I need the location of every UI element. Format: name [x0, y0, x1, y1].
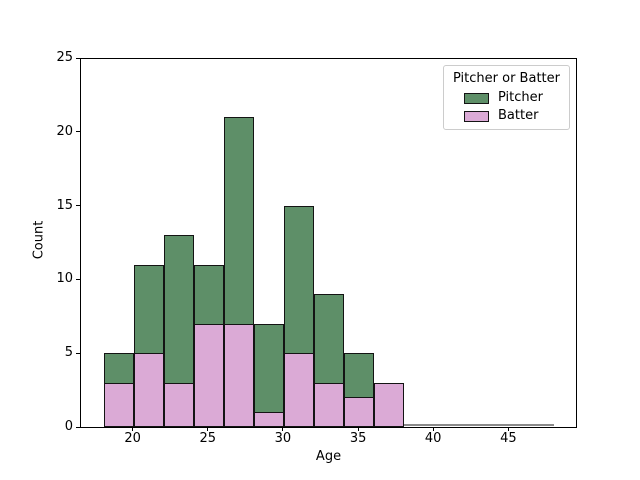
y-tick-label: 20 — [56, 123, 73, 139]
bar-batter-18-20 — [103, 382, 134, 427]
y-tick-label: 15 — [56, 197, 73, 213]
x-tick-mark — [207, 427, 209, 431]
bar-batter-26-28 — [223, 323, 254, 427]
y-tick-label: 5 — [64, 345, 73, 361]
legend-title: Pitcher or Batter — [453, 71, 560, 86]
legend-swatch-batter — [464, 110, 489, 122]
x-tick-label: 40 — [424, 431, 442, 446]
x-tick-mark — [357, 427, 359, 431]
bar-batter-28-30 — [253, 412, 284, 427]
x-tick-label: 35 — [349, 431, 367, 446]
y-tick-mark — [76, 57, 80, 59]
x-tick-label: 45 — [500, 431, 517, 446]
x-tick-mark — [432, 427, 434, 431]
y-tick-label: 0 — [64, 419, 73, 434]
bar-batter-22-24 — [163, 382, 194, 427]
legend-entry-batter: Batter — [449, 109, 564, 123]
y-tick-label: 25 — [56, 50, 73, 65]
x-axis-label: Age — [315, 449, 342, 464]
y-tick-label: 10 — [56, 271, 73, 287]
legend-entry-label: Batter — [498, 108, 539, 123]
bar-batter-32-34 — [313, 382, 345, 427]
bar-batter-34-36 — [344, 397, 375, 427]
y-tick-mark — [76, 205, 80, 207]
y-tick-mark — [76, 278, 80, 280]
x-tick-mark — [507, 427, 509, 431]
legend-entries: Pitcher Batter — [449, 91, 564, 123]
bar-batter-30-32 — [283, 353, 314, 427]
y-tick-mark — [76, 352, 80, 354]
legend-entry-pitcher: Pitcher — [449, 91, 564, 105]
bar-batter-20-22 — [133, 353, 164, 427]
bar-batter-36-38 — [374, 382, 405, 427]
x-tick-label: 20 — [124, 431, 141, 446]
y-tick-mark — [76, 426, 80, 428]
x-tick-label: 25 — [199, 431, 217, 446]
x-tick-label: 30 — [274, 431, 292, 446]
legend-swatch-pitcher — [464, 92, 489, 104]
y-axis-label: Count — [31, 220, 47, 260]
x-tick-mark — [282, 427, 284, 431]
y-tick-mark — [76, 131, 80, 133]
bar-batter-24-26 — [193, 323, 224, 427]
legend-entry-label: Pitcher — [498, 90, 543, 105]
legend: Pitcher or Batter Pitcher Batter — [443, 65, 570, 130]
x-tick-mark — [132, 427, 134, 431]
zero-count-baseline — [404, 424, 555, 426]
